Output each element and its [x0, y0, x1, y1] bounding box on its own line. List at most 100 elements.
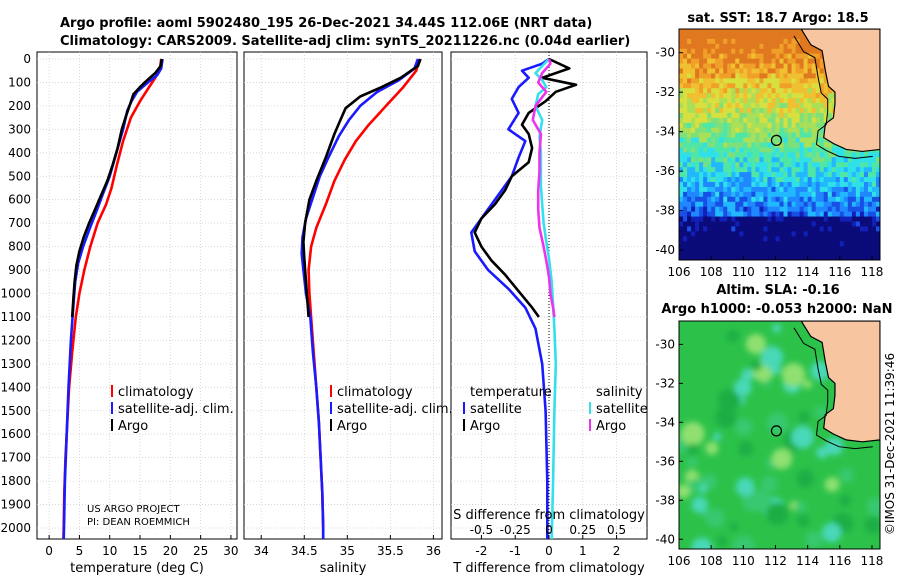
lon-tick-label: 118 — [861, 265, 884, 279]
sst-cell — [779, 216, 785, 223]
sst-cell — [783, 68, 789, 75]
sst-cell — [691, 73, 696, 79]
sst-cell — [711, 226, 716, 232]
sla-anomaly — [732, 535, 755, 549]
sst-cell — [787, 132, 793, 139]
sla-anomaly — [866, 497, 880, 517]
sst-cell — [739, 157, 744, 163]
sst-cell — [847, 236, 853, 242]
sst-cell — [743, 98, 748, 104]
sst-cell — [747, 98, 752, 104]
sst-cell — [795, 73, 801, 79]
sst-cell — [803, 196, 809, 203]
sst-cell — [715, 103, 720, 109]
sst-cell — [687, 256, 692, 260]
x-tick-label: 35.5 — [377, 544, 404, 558]
sst-cell — [855, 167, 861, 173]
sst-cell — [823, 107, 829, 114]
sst-cell — [771, 221, 777, 228]
sst-cell — [819, 191, 825, 198]
sst-cell — [779, 132, 785, 139]
sst-cell — [851, 246, 857, 252]
sst-cell — [735, 88, 740, 94]
sst-cell — [783, 78, 789, 84]
sst-cell — [783, 177, 789, 183]
sst-cell — [775, 68, 781, 75]
sst-cell — [695, 177, 700, 183]
sst-cell — [863, 177, 869, 183]
sst-cell — [743, 38, 748, 45]
sst-cell — [703, 43, 708, 50]
sst-cell — [795, 98, 801, 104]
sst-cell — [859, 226, 865, 232]
lon-tick-label: 114 — [796, 265, 819, 279]
sst-cell — [819, 236, 825, 242]
sst-cell — [863, 191, 869, 198]
sst-cell — [743, 63, 748, 70]
sst-cell — [799, 38, 805, 45]
sst-cell — [743, 112, 748, 119]
sst-cell — [755, 127, 760, 134]
sst-cell — [687, 206, 692, 213]
sst-cell — [791, 186, 797, 193]
sst-cell — [783, 127, 789, 134]
sst-cell — [863, 251, 869, 257]
sst-cell — [811, 241, 817, 247]
sst-cell — [843, 152, 849, 158]
sst-cell — [763, 122, 769, 129]
sst-cell — [727, 93, 732, 99]
sst-cell — [679, 251, 684, 257]
sst-cell — [723, 246, 728, 252]
sst-cell — [711, 107, 716, 114]
sst-cell — [679, 93, 684, 99]
sst-cell — [771, 231, 777, 237]
sst-cell — [807, 221, 813, 228]
sst-cell — [683, 196, 688, 203]
sst-cell — [711, 157, 716, 163]
series-line-satellite-adj-clim- — [62, 58, 164, 539]
sst-cell — [715, 112, 720, 119]
sst-cell — [699, 117, 704, 124]
sst-cell — [823, 191, 829, 198]
sst-cell — [719, 172, 724, 178]
sst-cell — [687, 53, 692, 60]
sst-cell — [851, 157, 857, 163]
sst-cell — [687, 231, 692, 237]
sst-cell — [791, 78, 797, 84]
legend-climatology-label: climatology — [118, 385, 194, 400]
pi-annotation: PI: DEAN ROEMMICH — [87, 517, 190, 528]
sst-cell — [683, 29, 688, 35]
sst-cell — [831, 177, 837, 183]
sst-cell — [707, 38, 712, 45]
sst-cell — [819, 211, 825, 218]
sst-cell — [811, 246, 817, 252]
sst-cell — [783, 256, 789, 260]
sst-cell — [859, 211, 865, 218]
sst-cell — [759, 88, 765, 94]
sst-cell — [735, 206, 740, 213]
sst-cell — [811, 157, 817, 163]
sst-cell — [727, 226, 732, 232]
sst-cell — [743, 58, 748, 65]
sst-cell — [715, 29, 720, 35]
sst-cell — [787, 236, 793, 242]
sst-cell — [679, 53, 684, 60]
sst-cell — [843, 236, 849, 242]
sst-cell — [703, 191, 708, 198]
sst-cell — [747, 157, 752, 163]
sst-cell — [827, 226, 833, 232]
legend-climatology-label: climatology — [337, 385, 413, 400]
sst-cell — [831, 221, 837, 228]
sst-cell — [735, 122, 740, 129]
sst-cell — [807, 122, 813, 129]
sst-cell — [759, 73, 765, 79]
sst-cell — [735, 53, 740, 60]
lat-tick-label: -36 — [655, 454, 675, 468]
sst-cell — [755, 221, 760, 228]
sst-cell — [679, 157, 684, 163]
sst-cell — [867, 246, 873, 252]
sst-cell — [867, 196, 873, 203]
sst-cell — [847, 211, 853, 218]
sst-cell — [807, 251, 813, 257]
sst-cell — [723, 231, 728, 237]
